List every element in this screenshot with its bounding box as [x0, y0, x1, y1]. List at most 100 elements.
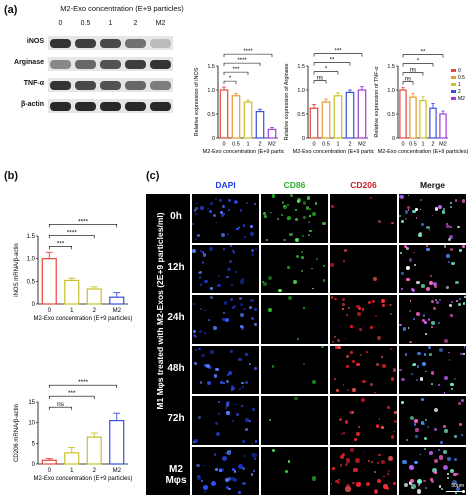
cell-dot	[404, 209, 409, 214]
y-tick-label: 1.5	[297, 64, 305, 70]
y-tick-label: 0.5	[27, 279, 36, 285]
cell-dot	[444, 245, 447, 248]
blot-band	[150, 102, 171, 111]
cell-dot	[200, 249, 203, 253]
cell-dot	[225, 318, 230, 322]
micrograph-tile	[261, 194, 328, 243]
inos-mrna-chart: 0 0.5 1.0 1.5 iNOS mRNA/β-actin 0 1 2 M2 M2-Exo c…	[14, 218, 132, 322]
cell-dot	[230, 244, 233, 247]
cell-dot	[209, 366, 212, 368]
cell-dot	[202, 252, 207, 257]
cell-dot	[244, 381, 248, 384]
scale-bar	[446, 490, 462, 492]
cell-dot	[447, 351, 450, 354]
cell-dot	[461, 199, 466, 203]
cell-dot	[421, 362, 426, 367]
cell-dot	[458, 402, 461, 405]
legend-swatch	[451, 69, 456, 72]
cell-dot	[241, 385, 244, 388]
cell-dot	[222, 318, 226, 322]
cell-dot	[334, 297, 337, 300]
legend-label: 1	[458, 82, 461, 88]
cell-dot	[240, 313, 245, 317]
cell-dot	[250, 225, 253, 228]
x-tick-label: 1	[70, 468, 74, 474]
cell-dot	[195, 237, 198, 240]
x-tick-label: M2	[439, 142, 447, 148]
significance-label: ****	[243, 49, 253, 55]
cell-dot	[226, 411, 230, 415]
cell-dot	[423, 353, 427, 356]
x-tick-label: 0.5	[322, 142, 330, 148]
y-tick-label: 0	[302, 136, 305, 142]
cell-dot	[244, 454, 247, 457]
x-tick-label: M2	[358, 142, 366, 148]
cell-dot	[358, 426, 361, 429]
cell-dot	[227, 267, 231, 272]
micrograph-tile	[192, 194, 259, 243]
significance-label: *	[325, 67, 328, 73]
cell-dot	[248, 420, 251, 423]
cell-dot	[344, 337, 347, 340]
cell-dot	[388, 470, 391, 473]
x-tick-label: 0	[48, 308, 52, 314]
cell-dot	[195, 213, 197, 215]
cell-dot	[350, 325, 353, 328]
cell-dot	[399, 214, 402, 218]
bar	[409, 96, 417, 139]
cell-dot	[449, 247, 454, 252]
cell-dot	[434, 299, 437, 302]
bar	[41, 459, 57, 465]
cell-dot	[345, 314, 348, 317]
x-tick-label: M2	[268, 142, 276, 148]
cell-dot	[271, 365, 275, 368]
cell-dot	[416, 280, 420, 285]
y-tick-label: 0	[212, 136, 215, 142]
cell-dot	[208, 247, 213, 252]
cell-dot	[215, 432, 220, 436]
significance-label: ns	[405, 77, 411, 83]
cell-dot	[197, 234, 200, 237]
cell-dot	[239, 324, 243, 328]
cell-dot	[407, 327, 410, 330]
cell-dot	[193, 208, 197, 212]
cell-dot	[415, 428, 419, 432]
cell-dot	[367, 301, 372, 305]
cell-dot	[410, 416, 415, 421]
cell-dot	[223, 247, 226, 250]
cell-dot	[204, 309, 207, 312]
cell-dot	[372, 300, 376, 304]
cell-dot	[337, 482, 340, 484]
cell-dot	[355, 458, 360, 463]
cell-dot	[383, 485, 388, 490]
cell-dot	[303, 307, 306, 310]
cell-dot	[255, 248, 258, 251]
micrograph-tile	[399, 295, 466, 344]
bar	[64, 452, 80, 465]
cell-dot	[206, 380, 211, 385]
cell-dot	[334, 479, 339, 484]
blot-band	[125, 81, 146, 90]
cell-dot	[285, 470, 288, 474]
cell-dot	[376, 362, 380, 367]
cell-dot	[193, 329, 197, 334]
cell-dot	[460, 352, 464, 356]
cell-dot	[207, 318, 210, 321]
cell-dot	[231, 386, 235, 391]
cell-dot	[199, 271, 202, 274]
cell-dot	[423, 437, 427, 441]
cell-dot	[407, 194, 410, 197]
cell-dot	[352, 481, 355, 485]
cell-dot	[399, 324, 402, 327]
cell-dot	[434, 459, 439, 464]
cell-dot	[416, 311, 421, 316]
row-label-column	[146, 194, 190, 495]
cell-dot	[297, 199, 301, 203]
cell-dot	[382, 303, 386, 307]
cell-dot	[242, 440, 246, 444]
cell-dot	[404, 217, 408, 221]
cell-dot	[361, 308, 364, 311]
cell-dot	[431, 321, 436, 326]
cell-dot	[411, 484, 416, 489]
cell-dot	[342, 307, 345, 310]
